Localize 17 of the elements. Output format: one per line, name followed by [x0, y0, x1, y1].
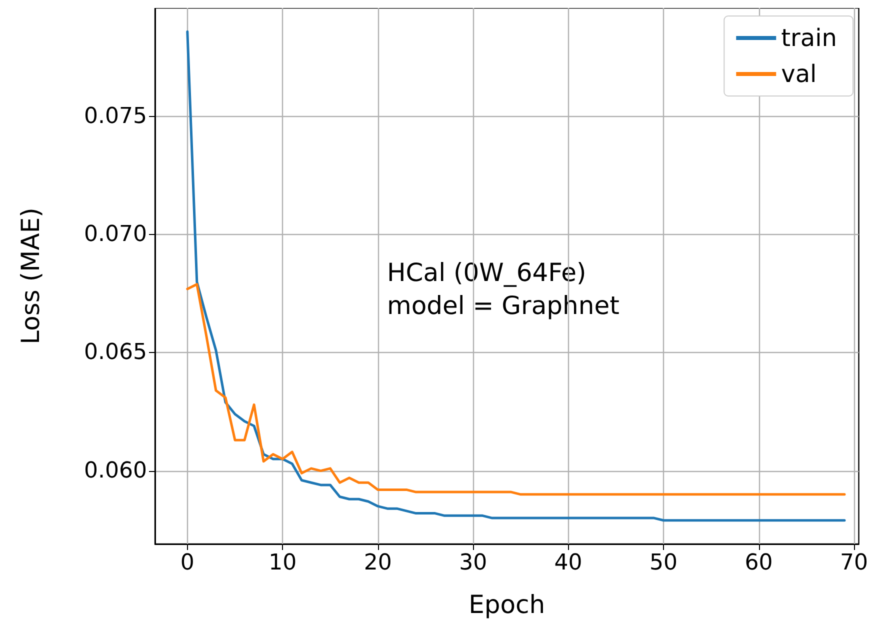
- x-tick-label: 30: [459, 550, 488, 576]
- y-tick-label: 0.065: [84, 340, 147, 366]
- x-tick-label: 0: [180, 550, 194, 576]
- x-axis-title: Epoch: [468, 590, 546, 619]
- x-tick-label: 10: [268, 550, 297, 576]
- y-tick-label: 0.075: [84, 104, 147, 130]
- x-tick-label: 20: [364, 550, 392, 576]
- y-axis-title: Loss (MAE): [16, 208, 45, 344]
- x-tick-label: 40: [554, 550, 582, 576]
- legend-label: val: [781, 60, 817, 88]
- x-tick-label: 70: [840, 550, 868, 576]
- y-tick-label: 0.060: [84, 458, 147, 484]
- x-tick-label: 60: [744, 550, 773, 576]
- x-tick-label: 50: [650, 550, 678, 576]
- annotation: HCal (0W_64Fe) model = Graphnet: [387, 258, 620, 320]
- y-tick-label: 0.070: [84, 222, 147, 248]
- legend-label: train: [781, 24, 838, 52]
